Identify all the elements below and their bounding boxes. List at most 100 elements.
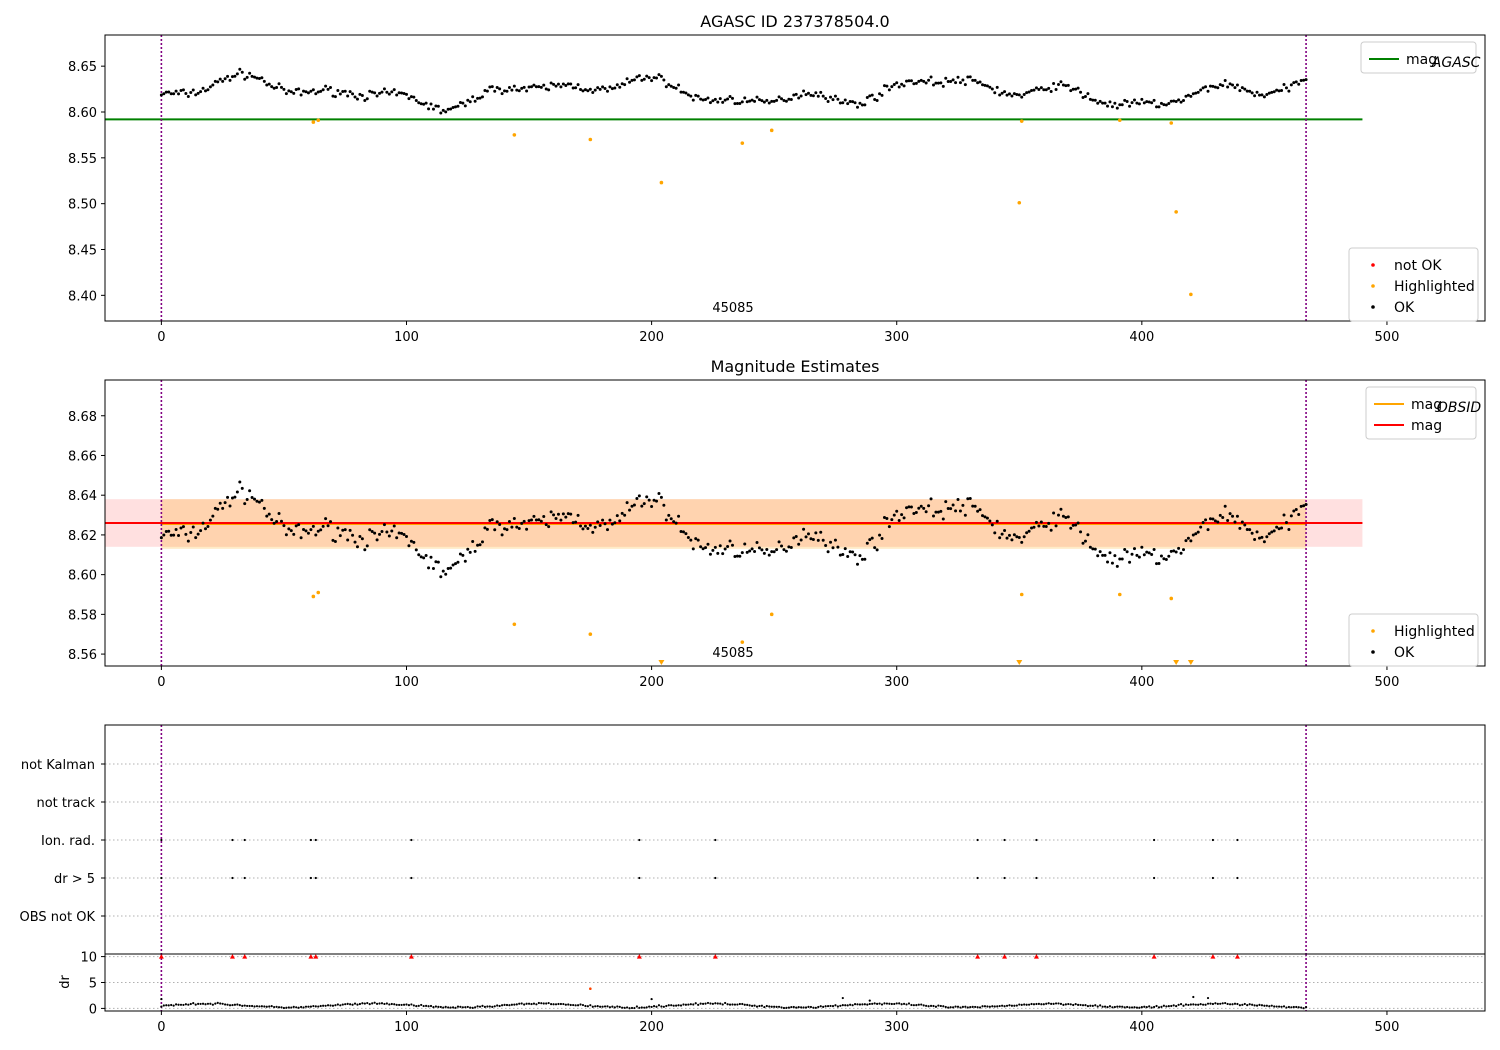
ok-point: [490, 518, 494, 522]
ok-point: [1074, 87, 1078, 91]
dr-point: [1067, 1002, 1070, 1006]
dr-point: [768, 1005, 771, 1008]
dr-point: [1202, 1003, 1205, 1006]
dr-point: [868, 999, 871, 1002]
ok-point: [988, 85, 992, 89]
ok-point: [1066, 515, 1070, 519]
dr-point: [775, 1005, 778, 1008]
ok-point: [179, 526, 183, 530]
clipped-marker: [229, 954, 235, 959]
ok-point: [331, 94, 335, 98]
clipped-marker: [1234, 954, 1240, 959]
dr-point: [410, 1003, 413, 1006]
dr-point: [824, 1005, 827, 1008]
dr-point: [1152, 1005, 1156, 1009]
ok-point: [1167, 101, 1171, 105]
ok-point: [1093, 98, 1097, 102]
ok-point: [444, 110, 448, 114]
ok-point: [912, 511, 916, 515]
ok-point: [1103, 553, 1107, 557]
ok-point: [743, 96, 747, 100]
ok-point: [814, 91, 818, 95]
ok-point: [270, 518, 274, 522]
ok-point: [1069, 89, 1073, 93]
ok-point: [645, 74, 649, 78]
ok-point: [1172, 99, 1176, 103]
ok-point: [1277, 527, 1281, 531]
dr-point: [1023, 1003, 1026, 1006]
dr-point: [748, 1004, 751, 1007]
ok-point: [517, 89, 521, 93]
ok-point: [1233, 86, 1237, 90]
plot-area: 8.408.458.508.558.608.650 100 200 300 400 500: [68, 35, 1399, 345]
ok-point: [186, 95, 190, 99]
dr-point: [265, 1005, 268, 1008]
ok-point: [716, 100, 720, 104]
dr-point: [1197, 1003, 1200, 1006]
dr-point: [1150, 1006, 1153, 1009]
ok-point: [549, 81, 553, 85]
dr-point: [765, 1004, 768, 1008]
dr-point: [1177, 1003, 1180, 1006]
ok-point: [743, 542, 747, 546]
x-tick-label: 500: [1375, 1020, 1400, 1035]
dr-point: [1292, 1005, 1295, 1009]
highlighted-point: [512, 622, 517, 627]
ok-point: [257, 77, 261, 81]
dr-point: [763, 1005, 766, 1009]
dr-point: [1032, 1003, 1036, 1006]
ok-point: [591, 530, 595, 534]
ok-point: [174, 528, 178, 532]
ok-point: [363, 548, 367, 552]
ok-point: [718, 544, 722, 548]
ok-point: [1221, 516, 1225, 520]
ok-point: [733, 102, 737, 106]
ok-point: [738, 102, 742, 106]
ok-point: [250, 74, 254, 78]
ok-point: [324, 84, 328, 88]
ok-point: [248, 71, 252, 75]
ok-point: [1000, 91, 1004, 95]
dr-point: [412, 1004, 415, 1007]
ok-point: [1169, 99, 1173, 103]
ok-point: [598, 524, 602, 528]
ok-point: [480, 540, 484, 544]
dr-point: [630, 1006, 634, 1010]
ok-point: [1044, 524, 1048, 528]
ok-point: [461, 101, 465, 105]
dr-point: [361, 1002, 364, 1005]
ok-point: [488, 519, 492, 523]
dr-point: [800, 1006, 803, 1009]
dr-point: [895, 1002, 898, 1005]
ok-point: [525, 89, 529, 93]
ok-point: [642, 502, 646, 506]
ok-point: [696, 538, 700, 542]
ok-point: [1003, 90, 1007, 94]
ok-point: [262, 506, 266, 510]
ok-point: [978, 80, 982, 84]
ok-point: [382, 87, 386, 91]
ok-point: [510, 525, 514, 529]
ok-point: [458, 552, 462, 556]
ok-point: [483, 526, 487, 530]
dr-point: [1099, 1004, 1102, 1007]
ok-point: [341, 528, 345, 532]
dr-point: [562, 1002, 565, 1006]
ok-point: [495, 520, 499, 524]
ok-point: [466, 547, 470, 551]
dr-point: [402, 1003, 406, 1006]
ok-point: [777, 540, 781, 544]
dr-point: [238, 1004, 241, 1007]
dr-flag: [1003, 876, 1006, 880]
clipped-marker: [636, 954, 642, 959]
ok-point: [505, 89, 509, 93]
ok-point: [640, 504, 644, 508]
ok-point: [946, 79, 950, 83]
ok-point: [1199, 525, 1203, 529]
ok-point: [1069, 526, 1073, 530]
ok-point: [1294, 507, 1298, 511]
ok-point: [1169, 549, 1173, 553]
ok-point: [407, 97, 411, 101]
dr-point: [736, 1003, 739, 1006]
